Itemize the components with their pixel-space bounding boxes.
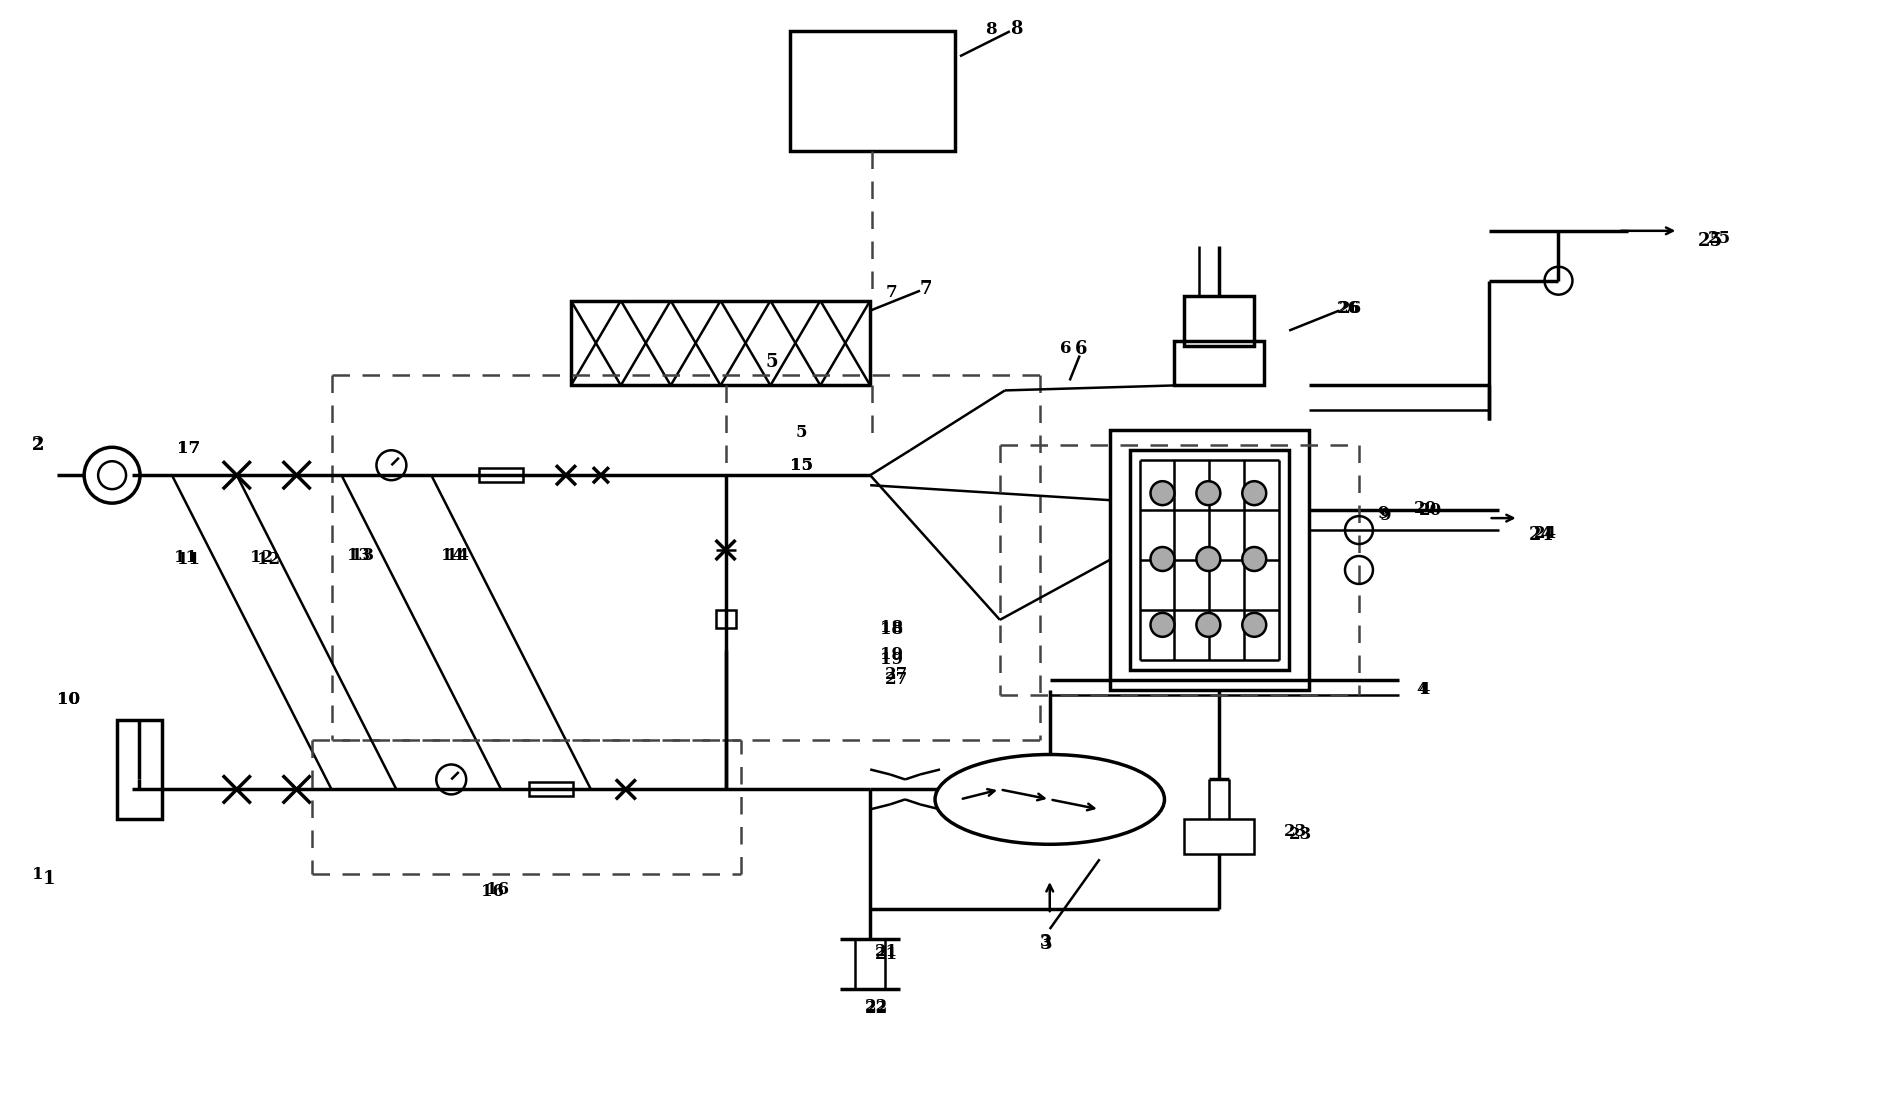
Text: 8: 8 <box>986 21 997 38</box>
Text: 17: 17 <box>177 440 200 456</box>
Text: 7: 7 <box>885 285 896 301</box>
Text: 21: 21 <box>875 943 898 960</box>
Text: 1: 1 <box>32 866 44 883</box>
Circle shape <box>1151 547 1174 571</box>
Text: 12: 12 <box>257 551 280 568</box>
Text: 16: 16 <box>481 883 504 899</box>
Text: 18: 18 <box>881 619 904 636</box>
Text: 4: 4 <box>1418 681 1429 699</box>
Text: 20: 20 <box>1414 500 1437 517</box>
Text: 20: 20 <box>1420 501 1442 519</box>
Text: 9: 9 <box>1378 504 1389 521</box>
Text: 2: 2 <box>32 436 44 454</box>
Text: 5: 5 <box>795 424 807 441</box>
Text: 27: 27 <box>885 671 908 689</box>
Bar <box>1130 450 1288 670</box>
Circle shape <box>1151 481 1174 506</box>
Text: 23: 23 <box>1288 826 1313 843</box>
Bar <box>1184 296 1254 346</box>
Bar <box>1174 340 1264 385</box>
Text: 17: 17 <box>177 440 200 456</box>
Text: 6: 6 <box>1075 339 1087 357</box>
Text: 26: 26 <box>1340 300 1363 317</box>
Text: 24: 24 <box>1528 526 1553 545</box>
Text: 19: 19 <box>881 652 904 668</box>
Bar <box>529 782 573 797</box>
Text: 25: 25 <box>1709 230 1732 248</box>
Circle shape <box>1197 481 1220 506</box>
Text: 15: 15 <box>790 456 813 473</box>
Text: 6: 6 <box>1060 340 1071 357</box>
Circle shape <box>1243 481 1265 506</box>
Text: 4: 4 <box>1420 681 1431 699</box>
Circle shape <box>99 461 126 489</box>
Text: 16: 16 <box>485 881 510 897</box>
Text: 22: 22 <box>866 999 889 1016</box>
Text: 18: 18 <box>881 622 904 638</box>
Text: 1: 1 <box>42 870 55 888</box>
Text: 15: 15 <box>790 456 813 473</box>
Circle shape <box>1151 613 1174 637</box>
Circle shape <box>1243 613 1265 637</box>
Text: 24: 24 <box>1534 525 1557 541</box>
Text: 3: 3 <box>1039 935 1052 953</box>
Text: 10: 10 <box>57 691 80 709</box>
Circle shape <box>1243 547 1265 571</box>
Text: 21: 21 <box>875 945 898 962</box>
Text: 11: 11 <box>173 549 196 567</box>
Text: 27: 27 <box>885 666 908 683</box>
Bar <box>1109 431 1309 690</box>
Bar <box>480 469 523 482</box>
Text: 2: 2 <box>32 436 46 454</box>
Bar <box>1184 819 1254 854</box>
Text: 8: 8 <box>1010 20 1022 38</box>
Text: 3: 3 <box>1039 933 1050 950</box>
Bar <box>716 609 736 628</box>
Text: 13: 13 <box>346 547 369 564</box>
Text: 7: 7 <box>919 280 932 298</box>
Text: 14: 14 <box>441 547 464 564</box>
Text: 26: 26 <box>1338 300 1361 317</box>
Text: 9: 9 <box>1380 507 1391 523</box>
Text: 14: 14 <box>447 547 470 564</box>
Bar <box>118 720 162 819</box>
Circle shape <box>1197 613 1220 637</box>
Text: 13: 13 <box>352 547 375 564</box>
Ellipse shape <box>934 754 1165 845</box>
Text: 22: 22 <box>866 1000 889 1018</box>
Text: 19: 19 <box>881 646 904 663</box>
Text: 5: 5 <box>765 354 778 372</box>
Bar <box>571 300 870 385</box>
Text: 25: 25 <box>1697 232 1724 250</box>
Circle shape <box>1197 547 1220 571</box>
Text: 23: 23 <box>1285 822 1307 840</box>
Text: 11: 11 <box>177 551 200 568</box>
Bar <box>790 31 955 151</box>
Text: 12: 12 <box>249 549 272 567</box>
Text: 10: 10 <box>57 691 80 709</box>
